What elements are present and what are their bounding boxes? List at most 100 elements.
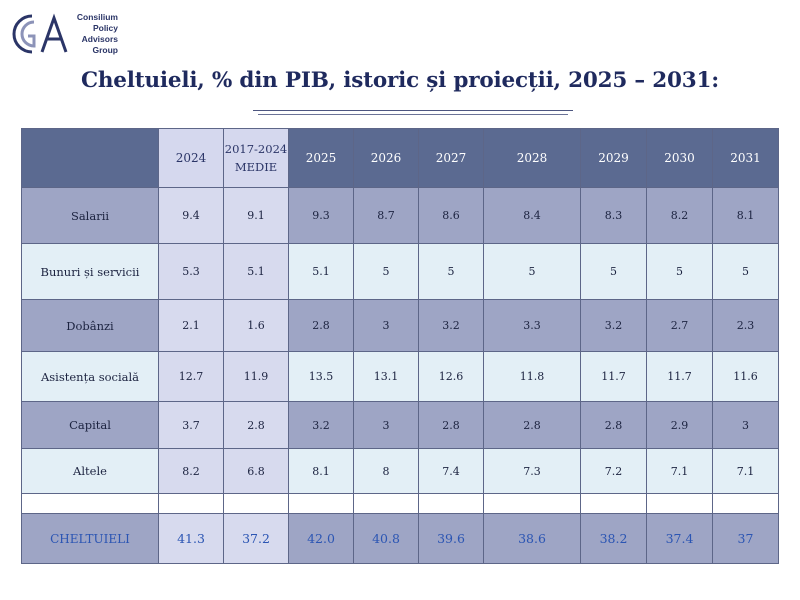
cga-logo-icon bbox=[12, 13, 68, 54]
column-header-average-line1: 2017-2024 bbox=[224, 142, 288, 156]
column-header-2024: 2024 bbox=[158, 128, 224, 188]
table-cell: 8.1 bbox=[288, 448, 354, 494]
table-cell: 12.6 bbox=[418, 351, 484, 402]
table-row: Dobânzi 2.1 1.6 2.8 3 3.2 3.3 3.2 2.7 2.3 bbox=[21, 299, 779, 352]
header-corner-cell bbox=[21, 128, 159, 188]
spacer-row bbox=[21, 493, 779, 514]
table-cell: 13.1 bbox=[353, 351, 419, 402]
table-cell: 12.7 bbox=[158, 351, 224, 402]
table-row: Altele 8.2 6.8 8.1 8 7.4 7.3 7.2 7.1 7.1 bbox=[21, 448, 779, 494]
row-label: Asistența socială bbox=[21, 351, 159, 402]
column-header-2028: 2028 bbox=[483, 128, 581, 188]
total-cell: 38.2 bbox=[580, 513, 647, 564]
logo-line: Advisors bbox=[81, 34, 118, 44]
row-label: Capital bbox=[21, 401, 159, 449]
title-underline bbox=[253, 110, 573, 111]
table-row: Capital 3.7 2.8 3.2 3 2.8 2.8 2.8 2.9 3 bbox=[21, 401, 779, 449]
table-cell: 3.7 bbox=[158, 401, 224, 449]
spacer-cell bbox=[580, 493, 647, 514]
table-cell: 2.8 bbox=[288, 299, 354, 352]
spacer-cell bbox=[21, 493, 159, 514]
table-cell: 2.9 bbox=[646, 401, 713, 449]
table-cell: 8.2 bbox=[158, 448, 224, 494]
spacer-cell bbox=[646, 493, 713, 514]
column-header-2025: 2025 bbox=[288, 128, 354, 188]
table-cell: 9.3 bbox=[288, 187, 354, 244]
table-cell: 8.2 bbox=[646, 187, 713, 244]
column-header-2031: 2031 bbox=[712, 128, 779, 188]
row-label: Bunuri și servicii bbox=[21, 243, 159, 300]
expenditure-table: 2024 2017-2024 MEDIE 2025 2026 2027 2028 … bbox=[21, 128, 779, 564]
table-cell: 3.2 bbox=[580, 299, 647, 352]
table-cell: 5.1 bbox=[223, 243, 289, 300]
row-label: Dobânzi bbox=[21, 299, 159, 352]
table-cell: 5 bbox=[353, 243, 419, 300]
table-cell: 11.6 bbox=[712, 351, 779, 402]
table-cell: 7.1 bbox=[646, 448, 713, 494]
column-header-2030: 2030 bbox=[646, 128, 713, 188]
table-cell: 2.3 bbox=[712, 299, 779, 352]
table-cell: 1.6 bbox=[223, 299, 289, 352]
logo-line: Policy bbox=[92, 23, 118, 33]
table-cell: 3 bbox=[353, 299, 419, 352]
table-cell: 2.8 bbox=[580, 401, 647, 449]
total-cell: 42.0 bbox=[288, 513, 354, 564]
table-header-row: 2024 2017-2024 MEDIE 2025 2026 2027 2028 … bbox=[21, 128, 779, 188]
table-cell: 9.1 bbox=[223, 187, 289, 244]
table-cell: 2.7 bbox=[646, 299, 713, 352]
column-header-average-line2: MEDIE bbox=[234, 160, 278, 174]
table-cell: 2.8 bbox=[223, 401, 289, 449]
table-row: Bunuri și servicii 5.3 5.1 5.1 5 5 5 5 5 5 bbox=[21, 243, 779, 300]
table-cell: 5 bbox=[712, 243, 779, 300]
spacer-cell bbox=[712, 493, 779, 514]
spacer-cell bbox=[353, 493, 419, 514]
table-cell: 5 bbox=[646, 243, 713, 300]
row-label: Altele bbox=[21, 448, 159, 494]
table-cell: 7.2 bbox=[580, 448, 647, 494]
table-cell: 5 bbox=[483, 243, 581, 300]
logo-line: Group bbox=[92, 45, 119, 55]
table-cell: 3.3 bbox=[483, 299, 581, 352]
table-cell: 7.4 bbox=[418, 448, 484, 494]
table-cell: 7.3 bbox=[483, 448, 581, 494]
table-cell: 8.1 bbox=[712, 187, 779, 244]
total-cell: 40.8 bbox=[353, 513, 419, 564]
logo-line: Consilium bbox=[76, 12, 118, 22]
total-cell: 38.6 bbox=[483, 513, 581, 564]
table-cell: 3 bbox=[353, 401, 419, 449]
table-cell: 6.8 bbox=[223, 448, 289, 494]
table-cell: 8.4 bbox=[483, 187, 581, 244]
table-cell: 8.3 bbox=[580, 187, 647, 244]
total-cell: 37 bbox=[712, 513, 779, 564]
total-cell: 37.4 bbox=[646, 513, 713, 564]
total-cell: 41.3 bbox=[158, 513, 224, 564]
page-title: Cheltuieli, % din PIB, istoric și proiec… bbox=[80, 68, 720, 93]
spacer-cell bbox=[223, 493, 289, 514]
column-header-2029: 2029 bbox=[580, 128, 647, 188]
table-cell: 8 bbox=[353, 448, 419, 494]
table-cell: 3 bbox=[712, 401, 779, 449]
table-cell: 2.8 bbox=[418, 401, 484, 449]
table-cell: 5 bbox=[418, 243, 484, 300]
total-row: CHELTUIELI 41.3 37.2 42.0 40.8 39.6 38.6 38.2 37… bbox=[21, 513, 779, 564]
spacer-cell bbox=[483, 493, 581, 514]
table-cell: 11.7 bbox=[580, 351, 647, 402]
table-cell: 3.2 bbox=[418, 299, 484, 352]
spacer-cell bbox=[288, 493, 354, 514]
table-cell: 8.6 bbox=[418, 187, 484, 244]
table-cell: 11.7 bbox=[646, 351, 713, 402]
spacer-cell bbox=[418, 493, 484, 514]
table-cell: 5.1 bbox=[288, 243, 354, 300]
table-cell: 3.2 bbox=[288, 401, 354, 449]
table-cell: 11.8 bbox=[483, 351, 581, 402]
table-cell: 8.7 bbox=[353, 187, 419, 244]
column-header-2027: 2027 bbox=[418, 128, 484, 188]
table-row: Asistența socială 12.7 11.9 13.5 13.1 12.6 11.… bbox=[21, 351, 779, 402]
table-cell: 11.9 bbox=[223, 351, 289, 402]
table-cell: 2.1 bbox=[158, 299, 224, 352]
table-cell: 5.3 bbox=[158, 243, 224, 300]
cga-logo: Consilium Policy Advisors Group bbox=[12, 10, 122, 60]
total-label: CHELTUIELI bbox=[21, 513, 159, 564]
table-cell: 5 bbox=[580, 243, 647, 300]
column-header-average: 2017-2024 MEDIE bbox=[223, 128, 289, 188]
